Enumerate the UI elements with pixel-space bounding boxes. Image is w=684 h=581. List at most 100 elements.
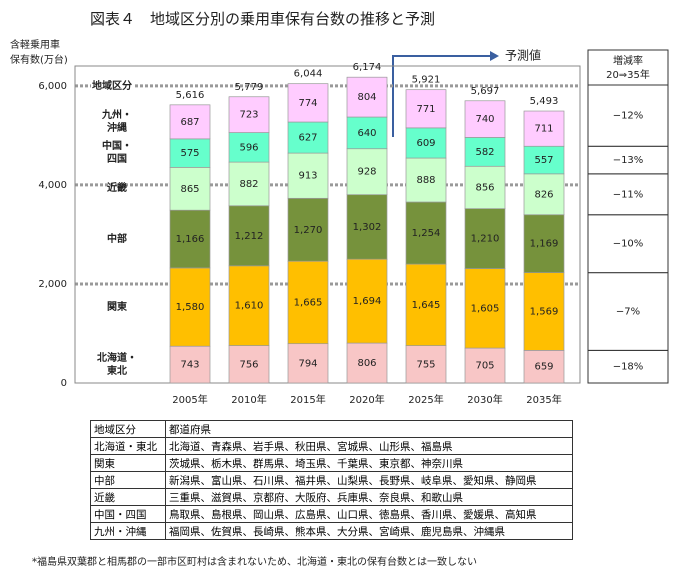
data-label: 1,169 — [530, 239, 559, 250]
change-label: −12% — [613, 111, 644, 122]
y-axis-label: 保有数(万台) — [10, 53, 68, 66]
data-label: 627 — [298, 133, 317, 144]
forecast-arrow — [392, 55, 490, 137]
change-cell — [587, 272, 669, 351]
bar-segment — [287, 343, 329, 384]
x-tick-label: 2020年 — [349, 393, 384, 406]
data-label: 640 — [357, 128, 376, 139]
bar-segment — [523, 110, 565, 147]
region-table: 地域区分 都道府県 北海道・東北 北海道、青森県、岩手県、秋田県、宮城県、山形県、福島… — [90, 420, 573, 540]
data-label: 1,645 — [412, 300, 441, 311]
data-label: 1,569 — [530, 307, 559, 318]
data-label: 882 — [239, 179, 258, 190]
table-cell: 中国・四国 — [90, 505, 166, 523]
bar-segment — [405, 263, 447, 346]
data-label: 888 — [416, 175, 435, 186]
series-label: 近畿 — [107, 183, 127, 195]
bar-segment — [346, 258, 388, 344]
data-label: 774 — [298, 98, 317, 109]
total-label: 5,921 — [412, 75, 441, 86]
data-label: 756 — [239, 359, 258, 370]
table-row: 中国・四国 鳥取県、島根県、岡山県、広島県、山口県、徳島県、香川県、愛媛県、高知県 — [90, 505, 573, 523]
total-label: 6,174 — [353, 62, 382, 73]
change-label: −11% — [613, 189, 644, 200]
data-label: 1,212 — [235, 231, 264, 242]
data-label: 1,210 — [471, 234, 500, 245]
header-cell: 地域区分 — [90, 420, 166, 438]
bar-segment — [523, 214, 565, 273]
bar-segment — [464, 100, 506, 138]
data-label: 1,694 — [353, 296, 382, 307]
data-label: 1,270 — [294, 225, 323, 236]
y-tick-label: 4,000 — [38, 180, 67, 191]
data-label: 609 — [416, 138, 435, 149]
legend-title-bg — [91, 78, 133, 92]
bar-segment — [405, 345, 447, 384]
table-cell: 九州・沖縄 — [90, 522, 166, 540]
bar-segment — [464, 165, 506, 210]
total-label: 5,779 — [235, 82, 264, 93]
x-tick-label: 2030年 — [467, 393, 502, 406]
x-tick-label: 2010年 — [231, 393, 266, 406]
bar-segment — [287, 121, 329, 154]
data-label: 913 — [298, 171, 317, 182]
data-label: 659 — [534, 362, 553, 373]
data-label: 928 — [357, 167, 376, 178]
total-label: 6,044 — [294, 69, 323, 80]
data-label: 794 — [298, 358, 317, 369]
table-cell: 鳥取県、島根県、岡山県、広島県、山口県、徳島県、香川県、愛媛県、高知県 — [165, 505, 573, 523]
bar-segment — [228, 161, 270, 207]
bar-segment — [346, 148, 388, 196]
bar-segment — [346, 116, 388, 150]
change-cell — [587, 173, 669, 216]
bar-segment — [228, 132, 270, 163]
table-cell: 三重県、滋賀県、京都府、大阪府、兵庫県、奈良県、和歌山県 — [165, 488, 573, 506]
bar-segment — [405, 89, 447, 129]
data-label: 806 — [357, 358, 376, 369]
data-label: 1,580 — [176, 302, 205, 313]
annotation: 予測値 — [505, 48, 541, 63]
data-label: 755 — [416, 359, 435, 370]
table-header: 地域区分 都道府県 — [90, 420, 573, 438]
data-label: 771 — [416, 104, 435, 115]
bar-segment — [228, 345, 270, 384]
table-row: 近畿 三重県、滋賀県、京都府、大阪府、兵庫県、奈良県、和歌山県 — [90, 488, 573, 506]
legend-title: 地域区分 — [92, 79, 132, 92]
change-cell — [587, 349, 669, 384]
bar-segment — [169, 209, 211, 269]
chart: 図表４ 地域区分別の乗用車保有台数の推移と予測 含軽乗用車 保有数(万台) 予測… — [10, 10, 669, 406]
change-label: −7% — [616, 307, 640, 318]
bar-segment — [228, 96, 270, 133]
table-cell: 新潟県、富山県、石川県、福井県、山梨県、長野県、岐阜県、愛知県、静岡県 — [165, 471, 573, 489]
arrow-head — [490, 51, 499, 61]
bar-segment — [523, 145, 565, 175]
data-label: 1,610 — [235, 301, 264, 312]
bar-segment — [346, 342, 388, 384]
data-label: 804 — [357, 92, 376, 103]
footnote: *福島県双葉郡と相馬郡の一部市区町村は含まれないため、北海道・東北の保有台数とは… — [32, 557, 477, 568]
data-label: 711 — [534, 124, 553, 135]
bar-segment — [523, 173, 565, 216]
change-cell — [587, 84, 669, 147]
data-label: 743 — [180, 360, 199, 371]
data-label: 582 — [475, 147, 494, 158]
bar-segment — [169, 166, 211, 211]
data-label: 705 — [475, 361, 494, 372]
data-label: 687 — [180, 117, 199, 128]
change-header: 20⇒35年 — [606, 68, 650, 81]
series-label: 北海道・ 東北 — [97, 352, 137, 377]
change-label: −18% — [613, 362, 644, 373]
change-label: −13% — [613, 155, 644, 166]
table-cell: 福岡県、佐賀県、長崎県、熊本県、大分県、宮崎県、鹿児島県、沖縄県 — [165, 522, 573, 540]
y-tick-label: 2,000 — [38, 279, 67, 290]
bar-segment — [346, 194, 388, 260]
bar-segment — [464, 208, 506, 269]
data-label: 596 — [239, 142, 258, 153]
table-row: 北海道・東北 北海道、青森県、岩手県、秋田県、宮城県、山形県、福島県 — [90, 437, 573, 455]
data-label: 865 — [180, 184, 199, 195]
table-row: 関東 茨城県、栃木県、群馬県、埼玉県、千葉県、東京都、神奈川県 — [90, 454, 573, 472]
bar-segment — [405, 157, 447, 203]
bar-segment — [287, 152, 329, 199]
bar-segment — [287, 83, 329, 123]
